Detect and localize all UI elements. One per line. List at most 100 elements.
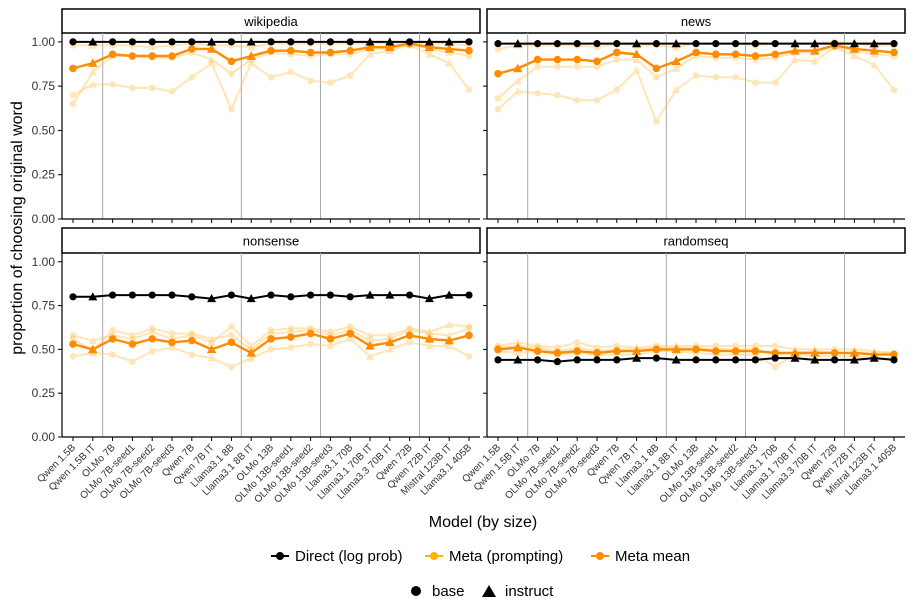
data-point-instruct xyxy=(365,336,375,344)
data-point-base xyxy=(307,77,314,85)
data-point-base xyxy=(465,291,473,299)
data-point-base xyxy=(652,64,661,73)
data-point-base xyxy=(188,73,196,81)
data-point-base xyxy=(573,339,581,346)
data-point-base xyxy=(406,38,414,46)
data-point-base xyxy=(168,291,176,299)
data-point-base xyxy=(406,291,414,299)
data-point-base xyxy=(890,40,898,48)
facet-title-randomseq: randomseq xyxy=(663,234,728,249)
data-point-base xyxy=(613,86,621,93)
data-point-instruct xyxy=(88,37,98,46)
data-point-base xyxy=(406,325,413,332)
data-point-instruct xyxy=(445,58,454,67)
data-point-base xyxy=(148,43,156,51)
data-point-base xyxy=(109,81,116,88)
data-point-instruct xyxy=(810,348,820,357)
data-point-instruct xyxy=(365,352,375,360)
data-point-base xyxy=(831,40,839,48)
legend-item-direct: Direct (log prob) xyxy=(271,548,403,565)
data-point-base xyxy=(653,118,660,125)
data-point-base xyxy=(346,46,355,55)
data-point-base xyxy=(69,38,77,46)
data-point-instruct xyxy=(88,344,98,354)
data-point-instruct xyxy=(513,39,523,48)
data-point-base xyxy=(327,328,334,336)
y-tick-label: 0.75 xyxy=(32,79,56,93)
legend-label-direct: Direct (log prob) xyxy=(295,548,403,565)
data-point-base xyxy=(287,38,295,46)
data-point-base xyxy=(732,342,739,350)
data-point-base xyxy=(69,335,77,343)
data-point-instruct xyxy=(88,80,97,88)
data-point-instruct xyxy=(425,327,434,336)
series-meta-mean xyxy=(494,41,898,78)
data-point-instruct xyxy=(513,87,522,95)
data-point-base xyxy=(69,91,77,99)
data-point-base xyxy=(327,342,334,350)
data-point-base xyxy=(465,353,473,360)
data-point-instruct xyxy=(513,342,523,352)
y-tick-label: 0.00 xyxy=(32,212,56,226)
data-point-base xyxy=(148,38,156,46)
data-point-instruct xyxy=(870,60,879,69)
data-point-base xyxy=(307,38,315,46)
data-point-instruct xyxy=(849,355,859,364)
data-point-instruct xyxy=(810,39,820,48)
data-point-instruct xyxy=(247,341,256,350)
data-point-base xyxy=(69,64,77,73)
series-line-meta-prompt-1 xyxy=(497,46,895,123)
data-point-instruct xyxy=(671,355,681,364)
data-point-base xyxy=(554,91,561,99)
data-point-instruct xyxy=(425,329,434,337)
series-line-meta-prompt-2 xyxy=(72,323,470,347)
legend-label-meta: Meta (prompting) xyxy=(449,548,563,565)
data-point-instruct xyxy=(365,331,375,339)
data-point-instruct xyxy=(207,334,216,343)
data-point-base xyxy=(188,336,196,345)
data-point-base xyxy=(712,342,720,350)
data-point-instruct xyxy=(445,341,454,350)
data-point-base xyxy=(692,48,700,57)
data-point-base xyxy=(752,79,759,86)
data-point-instruct xyxy=(849,348,860,357)
legend: Direct (log prob) Meta (prompting) Meta … xyxy=(271,548,690,600)
data-point-base xyxy=(326,291,334,299)
data-point-instruct xyxy=(672,64,681,72)
data-point-base xyxy=(771,354,779,362)
data-point-instruct xyxy=(88,58,98,67)
data-point-base xyxy=(593,356,601,364)
facet-strip-news xyxy=(486,8,906,34)
data-point-instruct xyxy=(672,85,681,93)
data-point-base xyxy=(465,86,473,93)
data-point-instruct xyxy=(206,344,217,354)
data-point-base xyxy=(188,293,196,301)
data-point-base xyxy=(831,356,839,364)
data-point-base xyxy=(228,363,235,371)
data-point-instruct xyxy=(365,37,375,46)
data-point-base xyxy=(267,38,275,46)
data-point-instruct xyxy=(365,290,375,299)
data-point-base xyxy=(109,291,117,299)
data-point-instruct xyxy=(207,354,216,362)
facet-title-news: news xyxy=(681,14,712,29)
data-point-base xyxy=(890,48,898,57)
data-point-base xyxy=(553,55,562,64)
legend-item-meta: Meta (prompting) xyxy=(425,548,563,565)
data-point-base xyxy=(69,293,77,301)
data-point-instruct xyxy=(424,37,434,46)
data-point-base xyxy=(168,88,176,95)
data-point-base xyxy=(108,335,117,343)
data-point-base xyxy=(573,347,581,355)
data-point-base xyxy=(129,335,136,343)
data-point-base xyxy=(613,342,621,350)
data-point-base xyxy=(188,332,196,339)
y-axis-title: proportion of choosing original word xyxy=(9,101,26,354)
series-line-meta-prompt-1 xyxy=(72,337,470,368)
data-point-instruct xyxy=(365,50,375,58)
series-meta-prompt-1 xyxy=(494,43,898,125)
data-point-base xyxy=(613,40,621,48)
facet-strip-wikipedia xyxy=(61,8,481,34)
data-point-base xyxy=(553,349,562,357)
data-point-instruct xyxy=(810,57,819,65)
